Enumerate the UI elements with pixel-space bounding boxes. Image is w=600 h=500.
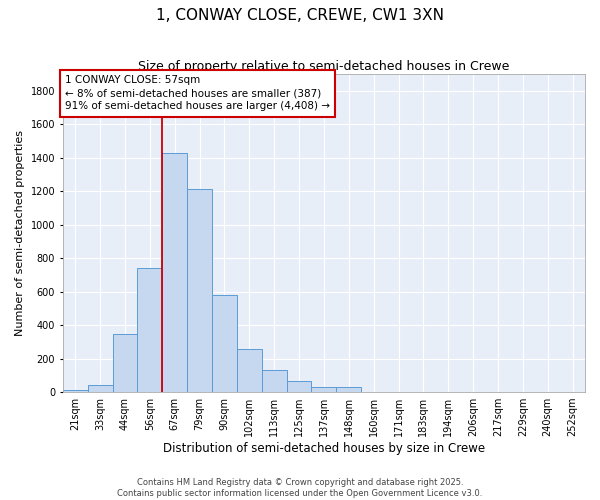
Bar — [137, 268, 162, 392]
Bar — [88, 386, 113, 392]
Text: Contains HM Land Registry data © Crown copyright and database right 2025.
Contai: Contains HM Land Registry data © Crown c… — [118, 478, 482, 498]
Bar — [63, 390, 88, 392]
Bar — [311, 387, 337, 392]
Title: Size of property relative to semi-detached houses in Crewe: Size of property relative to semi-detach… — [138, 60, 509, 73]
Text: 1 CONWAY CLOSE: 57sqm
← 8% of semi-detached houses are smaller (387)
91% of semi: 1 CONWAY CLOSE: 57sqm ← 8% of semi-detac… — [65, 75, 330, 112]
Bar — [187, 189, 212, 392]
Y-axis label: Number of semi-detached properties: Number of semi-detached properties — [15, 130, 25, 336]
Bar — [337, 387, 361, 392]
Bar — [113, 334, 137, 392]
Bar — [287, 381, 311, 392]
Bar — [262, 370, 287, 392]
Bar — [162, 153, 187, 392]
Text: 1, CONWAY CLOSE, CREWE, CW1 3XN: 1, CONWAY CLOSE, CREWE, CW1 3XN — [156, 8, 444, 22]
X-axis label: Distribution of semi-detached houses by size in Crewe: Distribution of semi-detached houses by … — [163, 442, 485, 455]
Bar — [237, 350, 262, 392]
Bar — [212, 295, 237, 392]
